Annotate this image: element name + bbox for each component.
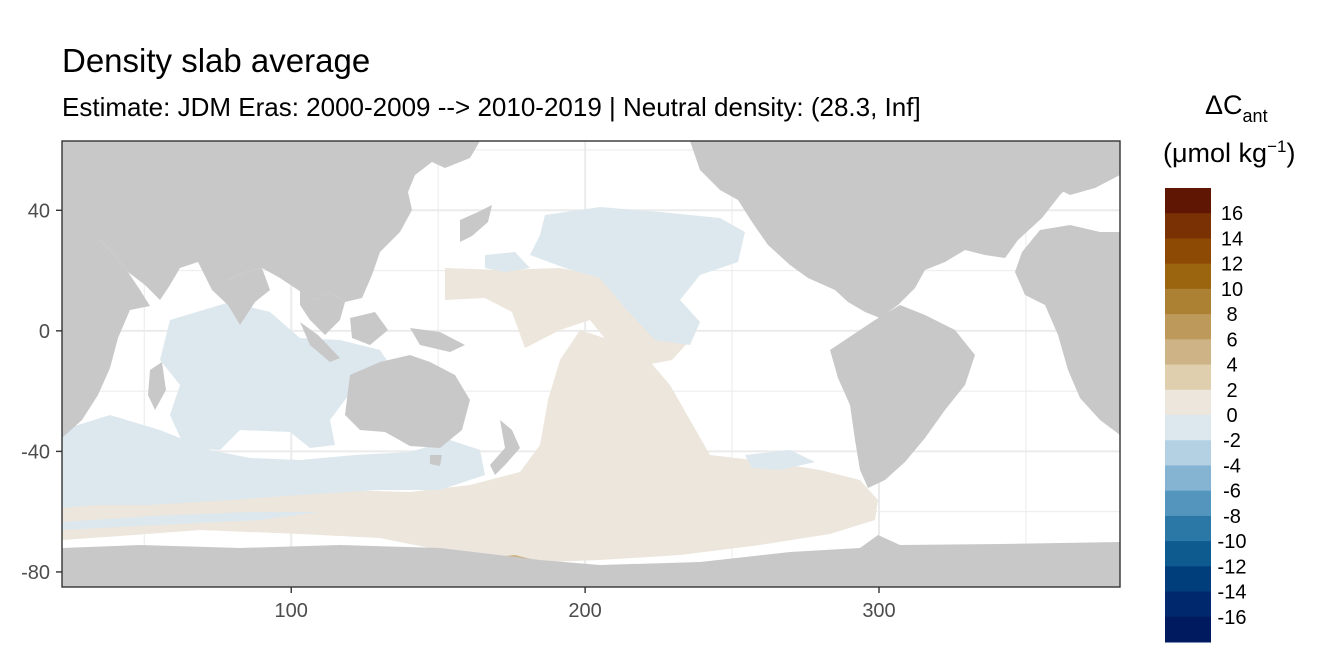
- region-minus-two-to-zero: [62, 207, 815, 530]
- legend-swatch: [1165, 415, 1211, 441]
- chart-title: Density slab average: [62, 42, 371, 79]
- legend-labels: 16 14 12 10 8 6 4 2 0 -2 -4 -6 -8 -10 -12 -14 -16: [1218, 203, 1247, 629]
- legend-label: 14: [1221, 228, 1243, 250]
- legend-label: 2: [1226, 380, 1237, 402]
- land-australia: [345, 355, 470, 448]
- region-southern-ocean-beige: [62, 330, 878, 563]
- legend: ΔCant (μmol kg−1) 16 14 12 10 8 6 4 2 0 -2 -4 -6 -8 -…: [1163, 90, 1295, 643]
- x-tick-label: 100: [275, 600, 308, 622]
- region-indian-ocean-blue: [160, 302, 400, 450]
- land-eurasia-north: [62, 141, 480, 302]
- legend-swatch: [1165, 440, 1211, 466]
- land-japan: [460, 205, 492, 242]
- legend-colorbar: [1165, 188, 1211, 643]
- legend-swatch: [1165, 288, 1211, 315]
- region-south-indian-blue: [62, 415, 485, 508]
- y-axis: 40 0 -40 -80: [21, 200, 62, 584]
- land-sumatra: [300, 322, 340, 362]
- land-greenland: [1000, 141, 1120, 195]
- land-south-america: [830, 305, 975, 488]
- legend-label: -16: [1218, 607, 1247, 629]
- legend-swatch: [1165, 364, 1211, 391]
- legend-swatch: [1165, 566, 1211, 593]
- legend-swatch: [1165, 213, 1211, 239]
- legend-swatch: [1165, 188, 1211, 214]
- legend-label: 4: [1226, 355, 1237, 377]
- legend-label: 8: [1226, 304, 1237, 326]
- land-antarctica: [62, 535, 1120, 587]
- legend-title-sub: ant: [1243, 106, 1268, 126]
- land-madagascar: [148, 362, 166, 410]
- legend-swatch: [1165, 541, 1211, 567]
- legend-swatch: [1165, 339, 1211, 366]
- y-tick-label: -80: [21, 562, 50, 584]
- legend-label: -12: [1218, 556, 1247, 578]
- land-new-zealand: [490, 420, 520, 475]
- land-tasmania: [430, 455, 442, 466]
- legend-label: 0: [1226, 405, 1237, 427]
- region-weddell-blue: [62, 512, 320, 530]
- legend-title-main: ΔC: [1205, 90, 1243, 120]
- legend-unit-prefix: (μmol kg: [1163, 138, 1267, 168]
- legend-swatch: [1165, 465, 1211, 492]
- legend-unit-suffix: ): [1286, 138, 1295, 168]
- region-southeast-pacific-blue: [745, 450, 815, 470]
- legend-swatch: [1165, 389, 1211, 416]
- legend-label: 10: [1221, 279, 1243, 301]
- legend-swatch: [1165, 591, 1211, 618]
- region-north-pacific-blue: [530, 207, 745, 345]
- legend-swatch: [1165, 263, 1211, 290]
- legend-swatch: [1165, 616, 1211, 643]
- plot-panel-border: [61, 140, 1121, 588]
- x-axis: 100 200 300: [275, 587, 896, 622]
- legend-label: 6: [1226, 329, 1237, 351]
- y-tick-label: 40: [28, 200, 50, 222]
- chart-subtitle: Estimate: JDM Eras: 2000-2009 --> 2010-2…: [62, 92, 921, 122]
- legend-title: ΔCant: [1205, 90, 1268, 126]
- legend-swatch: [1165, 314, 1211, 340]
- region-zero-to-two: [62, 268, 878, 563]
- region-pacific-tropical-beige: [445, 268, 690, 365]
- legend-unit: (μmol kg−1): [1163, 137, 1295, 168]
- y-tick-label: -40: [21, 441, 50, 463]
- legend-swatch: [1165, 515, 1211, 542]
- land-africa: [62, 225, 150, 438]
- land-borneo: [350, 312, 388, 345]
- land-new-guinea: [410, 328, 465, 352]
- region-west-pacific-blue: [485, 252, 530, 272]
- legend-unit-sup: −1: [1267, 137, 1286, 156]
- legend-swatch: [1165, 238, 1211, 265]
- legend-label: -10: [1218, 531, 1247, 553]
- legend-label: 16: [1221, 203, 1243, 225]
- legend-label: 12: [1221, 254, 1243, 276]
- legend-swatch: [1165, 490, 1211, 517]
- land-layer: [62, 141, 1120, 587]
- land-southeast-asia: [300, 290, 345, 335]
- legend-label: -14: [1218, 582, 1247, 604]
- land-north-america: [690, 141, 1120, 318]
- legend-label: -8: [1223, 506, 1241, 528]
- x-tick-label: 200: [568, 600, 601, 622]
- x-tick-label: 300: [862, 600, 895, 622]
- land-europe-africa-east: [1015, 225, 1120, 435]
- legend-label: -6: [1223, 481, 1241, 503]
- y-tick-label: 0: [39, 321, 50, 343]
- legend-label: -4: [1223, 455, 1241, 477]
- land-india: [198, 262, 270, 325]
- legend-label: -2: [1223, 430, 1241, 452]
